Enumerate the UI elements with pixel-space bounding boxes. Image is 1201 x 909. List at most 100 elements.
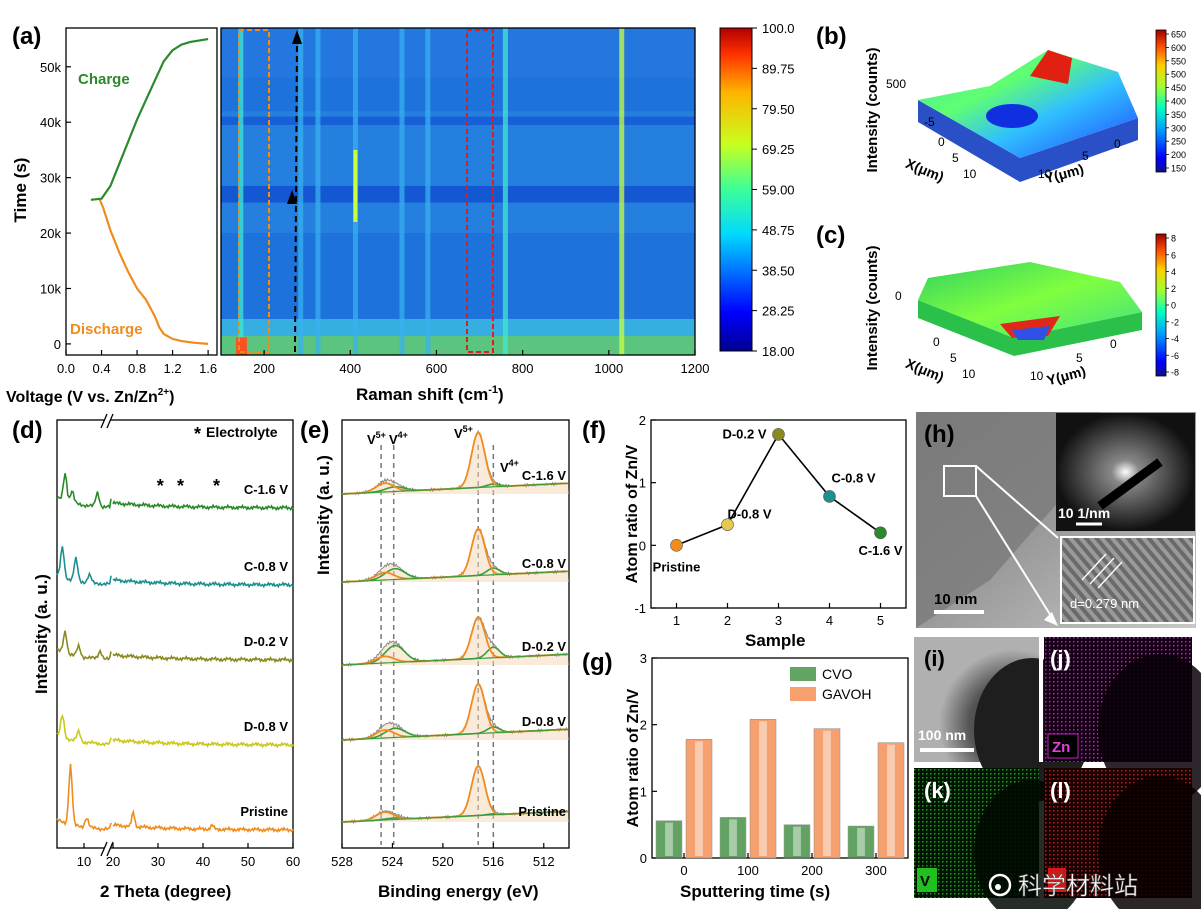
y-tick-label: 0: [54, 337, 61, 352]
axis-break-mark: [100, 413, 108, 429]
colorbar-tick-label: 59.00: [762, 183, 795, 198]
xps-v5-fit: [341, 682, 568, 741]
colorbar-tick-label: 150: [1171, 164, 1186, 174]
panel-label-c: (c): [816, 222, 845, 249]
raman-band: [425, 28, 431, 355]
x-tick: -5: [924, 115, 935, 129]
surface-top: [918, 50, 1138, 158]
z-axis-label: Intensity (counts): [864, 47, 881, 172]
bar-highlight: [823, 730, 831, 856]
x-tick-label: 0: [680, 863, 687, 878]
panel-label-a: (a): [12, 23, 41, 50]
surface-hole: [986, 104, 1038, 128]
colorbar-tick-label: 79.50: [762, 102, 795, 117]
panel-label-f: (f): [582, 417, 606, 444]
x-axis-label: X(μm): [903, 155, 946, 185]
bar: [749, 719, 777, 859]
xrd-series-label: C-0.8 V: [244, 559, 288, 574]
colorbar-gradient: [1155, 233, 1167, 377]
colorbar-tick-label: 200: [1171, 150, 1186, 160]
eds-map-zn-j: (j) Zn: [1044, 637, 1201, 806]
colorbar-tick-label: 8: [1171, 234, 1176, 244]
lattice-fringe: [1097, 561, 1123, 589]
x-tick-label: 20: [106, 854, 120, 869]
bar: [813, 728, 841, 859]
y-tick-label: 40k: [40, 115, 61, 130]
raman-band: [399, 28, 405, 355]
colorbar-tick-label: -6: [1171, 351, 1179, 361]
x-tick-label: 10: [77, 854, 91, 869]
tem-scale-label: 10 nm: [934, 591, 977, 608]
y-axis-label: Atom ratio of Zn/V: [624, 444, 641, 583]
raman-band-strong: [353, 149, 358, 222]
y-tick: 10: [1030, 369, 1044, 383]
x-tick-label: 0.0: [57, 361, 75, 376]
bar: [847, 825, 875, 859]
xrd-series-label: D-0.2 V: [244, 634, 288, 649]
x-axis-label: X(μm): [903, 355, 946, 385]
x-tick-label: 1: [673, 613, 680, 628]
charge-curve: [90, 38, 209, 201]
legend-swatch-cvo: [790, 667, 816, 681]
surface-side: [918, 100, 1138, 182]
watermark-text: 科学材料站: [1018, 873, 1138, 900]
axis-break-mark: [106, 841, 114, 857]
zoom-box: [943, 465, 977, 497]
peak-label-v4-left: V4+: [389, 430, 408, 447]
surface-dip-blue: [1012, 326, 1050, 340]
surface-plot-b: Intensity (counts) 500 -5 0 5 10 10 5 0 …: [864, 47, 1138, 186]
y-tick: 5: [1076, 351, 1083, 365]
peak-label-v4-right: V4+: [500, 458, 519, 475]
x-tick-label: 520: [432, 854, 454, 869]
zn-v-ratio-sample-plot: 1 2 3 4 5 -1 0 1 2 Pristine D-0.8 V D-0.2 V C-0.8 V…: [624, 413, 907, 650]
xps-fill: [342, 616, 569, 667]
xrd-series-label: C-1.6 V: [244, 482, 288, 497]
axis-break-mark: [106, 413, 114, 429]
x-tick-label: 600: [426, 361, 448, 376]
x-tick: 10: [962, 367, 976, 381]
bar: [783, 824, 811, 859]
colorbar-tick-label: 600: [1171, 43, 1186, 53]
xrd-trace: [56, 763, 294, 834]
x-tick: 0: [933, 335, 940, 349]
heat-zone: [221, 116, 695, 125]
x-tick-label: 200: [253, 361, 275, 376]
plot-frame: [56, 419, 294, 849]
colorbar-tick-label: 4: [1171, 267, 1176, 277]
y-tick: 0: [1110, 337, 1117, 351]
electrolyte-star: *: [157, 476, 164, 496]
surface-side: [918, 300, 1142, 356]
colorbar-gradient: [1155, 29, 1167, 173]
colorbar-tick-label: 89.75: [762, 61, 795, 76]
y-tick-label: 50k: [40, 60, 61, 75]
bar-highlight: [793, 826, 801, 856]
colorbar-tick-label: 48.75: [762, 223, 795, 238]
bar-highlight: [759, 721, 767, 856]
panel-label-g: (g): [582, 649, 613, 676]
colorbar-tick-label: -2: [1171, 317, 1179, 327]
ratio-line: [676, 432, 881, 547]
raman-heatmap: 200 400 600 800 1000 1200 Raman shift (cm-1): [220, 27, 709, 404]
electrolyte-star: *: [177, 476, 184, 496]
x-tick: 5: [950, 351, 957, 365]
xps-series-label: D-0.2 V: [522, 639, 566, 654]
x-tick-label: 2: [724, 613, 731, 628]
z-axis-label: Intensity (counts): [864, 245, 881, 370]
panel-label-k: (k): [924, 778, 951, 803]
xrd-series-label: D-0.8 V: [244, 719, 288, 734]
haadf-scale-label: 100 nm: [918, 727, 966, 743]
x-tick-label: 60: [286, 854, 300, 869]
y-tick-label: 0: [639, 538, 646, 553]
panel-label-j: (j): [1050, 646, 1071, 671]
element-tag-v: [917, 868, 937, 892]
y-axis-label: Atom ratio of Zn/V: [625, 688, 642, 827]
xps-series-label: C-0.8 V: [522, 556, 566, 571]
x-tick-label: 30: [151, 854, 165, 869]
xrd-trace: [56, 473, 294, 512]
axis-break-mark: [100, 841, 108, 857]
y-tick-label: 30k: [40, 171, 61, 186]
x-tick-label: 528: [331, 854, 353, 869]
legend-star: *: [194, 424, 201, 444]
discharge-curve: [98, 199, 209, 345]
